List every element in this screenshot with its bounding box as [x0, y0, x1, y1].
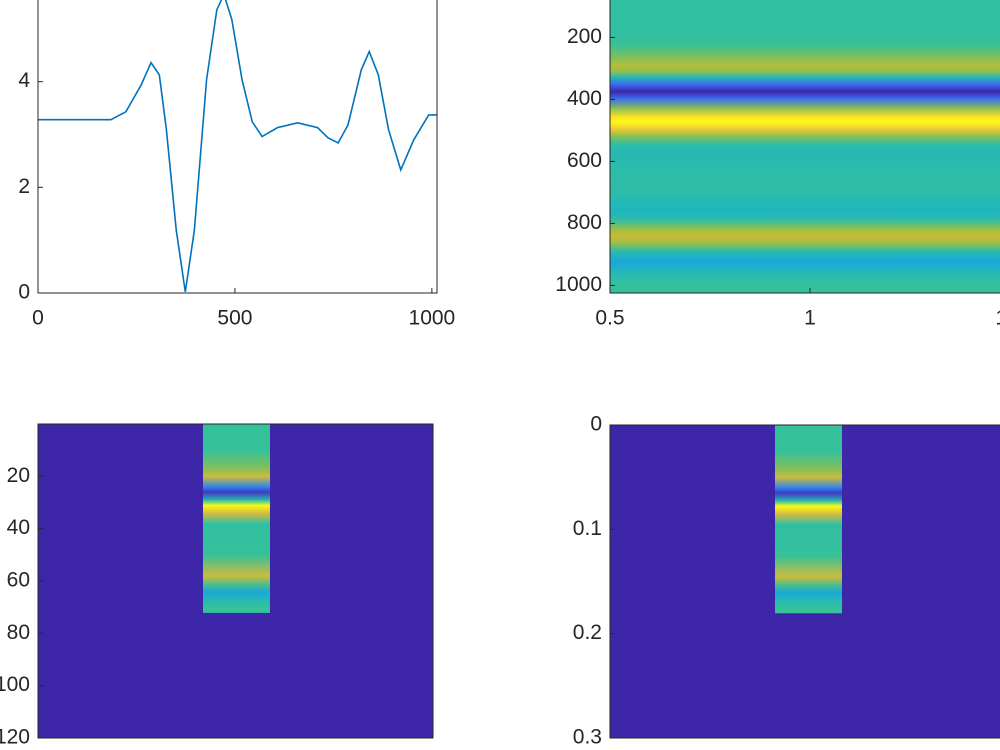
x-tick-label: 500 — [217, 307, 252, 330]
column-band — [203, 468, 270, 477]
axes-frame — [609, 424, 1000, 739]
heatmap-band — [610, 127, 1000, 137]
heatmap-band — [610, 136, 1000, 145]
heatmap-band — [610, 151, 1000, 165]
heatmap-band — [610, 116, 1000, 123]
column-band — [203, 499, 270, 506]
y-tick-label: 1000 — [555, 273, 602, 296]
column-band — [775, 469, 842, 478]
heatmap-band — [610, 0, 1000, 34]
column-band — [775, 576, 842, 585]
column-band — [203, 607, 270, 613]
heatmap-band — [610, 76, 1000, 85]
y-tick-label: 40 — [7, 516, 30, 539]
heatmap-band — [610, 179, 1000, 197]
y-tick-label: 800 — [567, 211, 602, 234]
column-band — [775, 505, 842, 515]
plot-area — [38, 424, 433, 738]
column-band — [203, 424, 270, 451]
heatmap-band — [610, 243, 1000, 252]
column-band — [203, 450, 270, 469]
y-tick-label: 0 — [590, 413, 602, 436]
y-tick-label: 4 — [18, 69, 30, 92]
heatmap-band — [610, 251, 1000, 262]
column-band — [203, 575, 270, 585]
heatmap-band — [610, 282, 1000, 290]
y-tick-label: 80 — [7, 621, 30, 644]
y-tick-label: 100 — [0, 673, 30, 696]
line-series — [38, 0, 437, 293]
heatmap-band — [610, 144, 1000, 153]
heatmap-band — [610, 203, 1000, 213]
subplot: 20 40 60 80 100 120 — [0, 423, 434, 749]
subplot: 200 400 600 800 1000 0.5 1 1.5 — [555, 0, 1000, 330]
column-band — [203, 512, 270, 524]
heatmap-band — [610, 98, 1000, 109]
subplot: 0 0.1 0.2 0.3 — [573, 413, 1000, 749]
heatmap-band — [610, 91, 1000, 99]
column-band — [775, 477, 842, 489]
heatmap-band — [610, 84, 1000, 92]
y-tick-label: 120 — [0, 726, 30, 749]
plot-area — [38, 0, 437, 293]
column-band — [203, 476, 270, 488]
column-band — [203, 486, 270, 493]
heatmap-band — [610, 56, 1000, 65]
column-band — [775, 591, 842, 601]
heatmap-band — [610, 32, 1000, 46]
column-band — [775, 487, 842, 494]
y-tick-label: 2 — [18, 175, 30, 198]
y-tick-label: 0.3 — [573, 726, 602, 749]
column-band — [775, 425, 842, 452]
heatmap-band — [610, 271, 1000, 284]
heatmap-band — [610, 121, 1000, 129]
heatmap-band — [610, 211, 1000, 220]
heatmap-band — [610, 108, 1000, 117]
column-band — [775, 584, 842, 593]
column-band — [775, 513, 842, 525]
plot-area — [610, 425, 1000, 738]
x-tick-label: 1 — [804, 307, 816, 330]
x-tick-label: 0 — [32, 307, 44, 330]
column-band — [775, 500, 842, 507]
column-band — [775, 451, 842, 470]
heatmap-band — [610, 70, 1000, 77]
y-tick-label: 0.2 — [573, 621, 602, 644]
column-band — [775, 492, 842, 502]
heatmap-band — [610, 229, 1000, 237]
y-tick-label: 200 — [567, 25, 602, 48]
column-band — [775, 555, 842, 577]
plot-area — [610, 0, 1000, 293]
heatmap-band — [610, 289, 1000, 293]
heatmap-band — [610, 195, 1000, 205]
column-band — [203, 591, 270, 600]
x-tick-label: 1.5 — [995, 307, 1000, 330]
heatmap-band — [610, 219, 1000, 231]
column-band — [203, 583, 270, 592]
y-tick-label: 600 — [567, 149, 602, 172]
heatmap-band — [610, 260, 1000, 272]
column-band — [203, 554, 270, 577]
x-tick-label: 1000 — [409, 307, 456, 330]
column-band — [775, 599, 842, 609]
y-tick-label: 0 — [18, 281, 30, 304]
y-tick-label: 60 — [7, 569, 30, 592]
column-band — [203, 492, 270, 501]
y-tick-label: 0.1 — [573, 517, 602, 540]
y-tick-label: 20 — [7, 464, 30, 487]
column-band — [775, 524, 842, 556]
column-band — [203, 599, 270, 608]
heatmap-band — [610, 64, 1000, 72]
heatmap-band — [610, 163, 1000, 181]
x-tick-label: 0.5 — [595, 307, 624, 330]
y-tick-label: 400 — [567, 87, 602, 110]
axes-frame — [37, 0, 438, 294]
column-band — [775, 607, 842, 614]
column-band — [203, 505, 270, 514]
column-band — [203, 523, 270, 556]
heatmap-band — [610, 44, 1000, 58]
subplot: 0 2 4 0 500 1000 — [18, 0, 455, 330]
heatmap-band — [610, 236, 1000, 244]
